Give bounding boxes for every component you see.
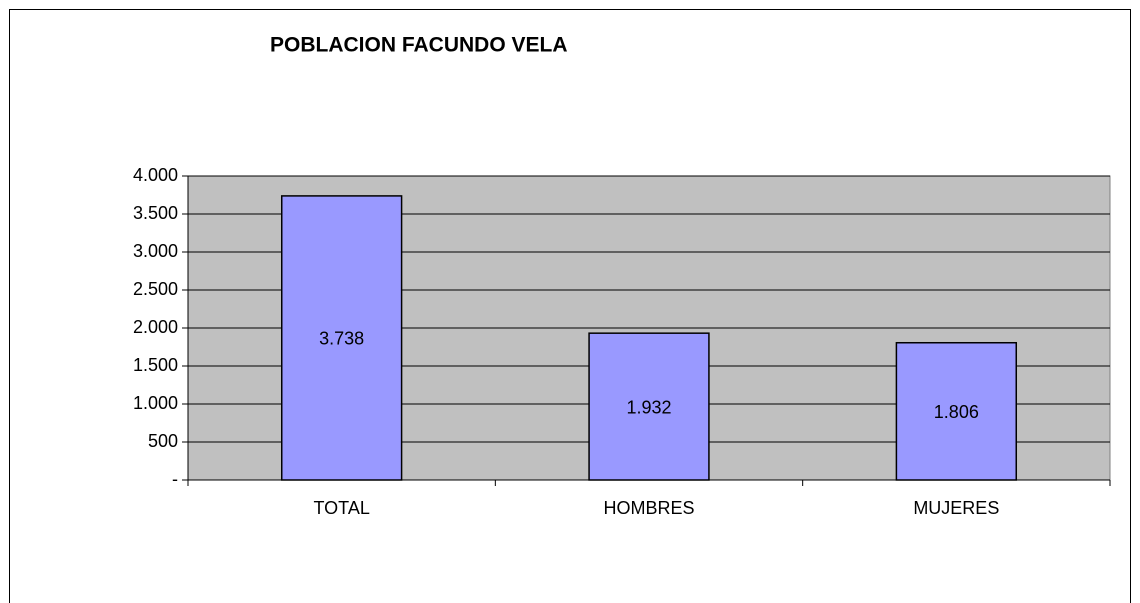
bar xyxy=(588,332,710,481)
y-tick-label: 3.000 xyxy=(133,241,178,261)
y-tick-label: 4.000 xyxy=(133,165,178,185)
chart-title: POBLACION FACUNDO VELA xyxy=(270,34,568,57)
y-tick-label: 3.500 xyxy=(133,203,178,223)
y-tick-label: 2.500 xyxy=(133,279,178,299)
bar xyxy=(895,341,1018,481)
x-tick-label: HOMBRES xyxy=(603,498,694,518)
y-tick-label: 1.500 xyxy=(133,355,178,375)
x-tick-label: MUJERES xyxy=(913,498,999,518)
y-tick-label: 1.000 xyxy=(133,393,178,413)
data-label: 1.806 xyxy=(934,402,979,422)
data-label: 3.738 xyxy=(319,329,364,349)
y-tick-label: - xyxy=(172,469,178,489)
x-tick-label: TOTAL xyxy=(313,498,369,518)
y-tick-label: 2.000 xyxy=(133,317,178,337)
data-label: 1.932 xyxy=(626,397,671,417)
y-tick-label: 500 xyxy=(148,431,178,451)
bar xyxy=(280,195,403,481)
